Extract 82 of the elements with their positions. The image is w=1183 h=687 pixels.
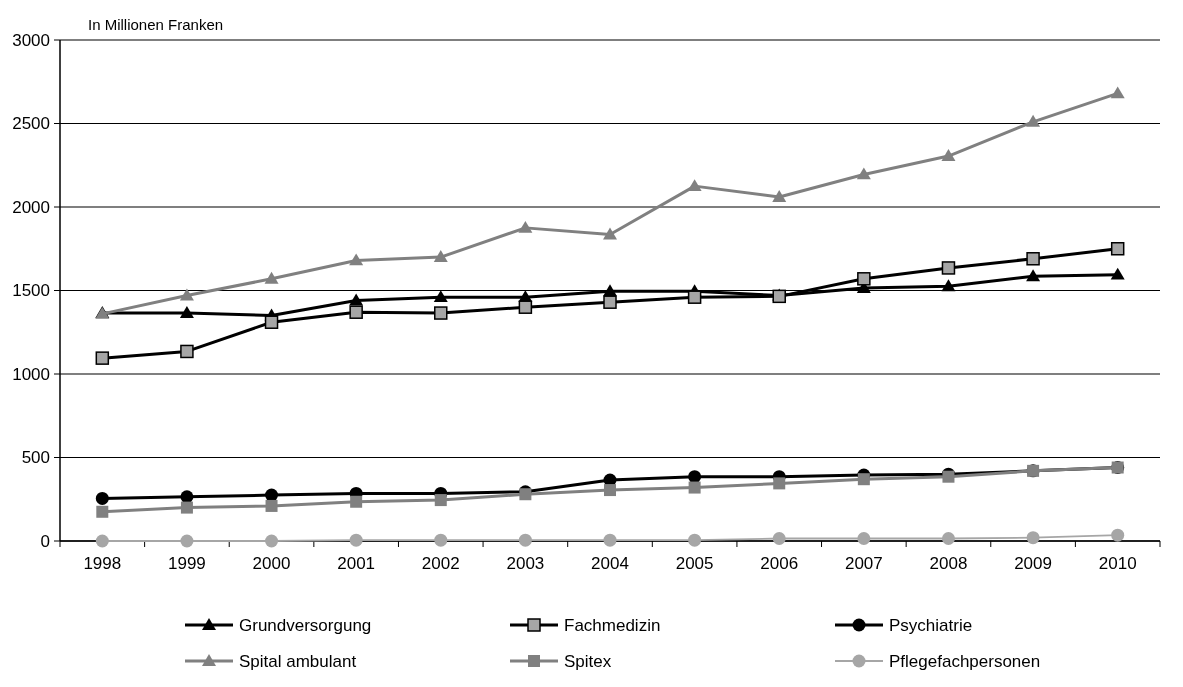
legend-label: Spitex [564, 651, 612, 671]
x-tick-label: 2009 [1014, 554, 1052, 573]
point [180, 490, 194, 504]
point [179, 306, 194, 318]
point [1111, 528, 1125, 542]
y-tick-label: 2000 [12, 197, 50, 217]
point [180, 344, 194, 359]
point [1110, 267, 1125, 280]
point [434, 306, 448, 320]
point [687, 179, 702, 192]
point [434, 494, 447, 507]
x-tick-label: 2001 [337, 554, 376, 573]
point [96, 505, 109, 518]
y-tick-label: 0 [40, 531, 50, 551]
point [688, 533, 702, 547]
point [349, 253, 364, 266]
point [603, 295, 617, 309]
point [603, 533, 617, 547]
x-tick-label: 2004 [591, 554, 629, 573]
y-tick-label: 500 [21, 448, 50, 468]
x-tick-label: 2000 [252, 554, 291, 573]
point [264, 271, 279, 284]
point [1110, 242, 1125, 256]
y-tick-label: 1000 [12, 364, 50, 384]
point [433, 250, 448, 262]
point [772, 532, 786, 545]
x-tick-label: 2010 [1098, 554, 1137, 573]
x-tick-label: 2005 [675, 554, 714, 573]
x-tick-label: 2007 [844, 554, 883, 573]
x-tick-label: 2002 [421, 554, 460, 573]
legend-label: Grundversorgung [239, 615, 372, 635]
point [604, 484, 616, 497]
point [688, 470, 702, 484]
legend-label: Spital ambulant [239, 651, 357, 671]
y-tick-label: 1500 [12, 281, 50, 301]
point [95, 351, 110, 365]
point [1026, 531, 1040, 545]
point [95, 534, 109, 548]
point [518, 300, 533, 314]
x-tick-label: 2003 [506, 554, 545, 573]
point [941, 532, 955, 545]
point [179, 288, 194, 301]
legend-label: Psychiatrie [889, 615, 973, 635]
point [349, 305, 363, 319]
point [180, 534, 194, 548]
point [941, 261, 956, 275]
x-tick-label: 2008 [929, 554, 968, 573]
point [433, 290, 448, 303]
point [773, 477, 786, 490]
legend-label: Fachmedizin [564, 615, 661, 635]
point [857, 473, 870, 486]
point [180, 501, 193, 514]
y-tick-label: 2500 [12, 114, 50, 134]
legend-label: Pflegefachpersonen [889, 651, 1041, 671]
point [265, 534, 279, 548]
point [687, 290, 702, 304]
x-tick-label: 1999 [168, 554, 206, 573]
x-tick-label: 2006 [760, 554, 799, 573]
point [772, 189, 787, 202]
point [518, 220, 533, 233]
point [941, 149, 956, 161]
point [1110, 86, 1125, 99]
point [434, 533, 448, 547]
point [857, 272, 871, 286]
x-tick-label: 1998 [83, 554, 122, 573]
point [856, 167, 871, 180]
point [518, 533, 532, 547]
point [857, 532, 871, 545]
point [95, 491, 109, 505]
point [350, 495, 363, 508]
point [1026, 269, 1041, 282]
point [1026, 114, 1041, 127]
point [349, 293, 364, 306]
point [1026, 252, 1040, 266]
point [688, 481, 701, 494]
point [941, 279, 956, 292]
y-tick-label: 3000 [12, 30, 50, 50]
point [264, 315, 279, 329]
point [349, 533, 363, 547]
y-axis-title: In Millionen Franken [88, 16, 224, 33]
point [603, 227, 617, 240]
point [265, 499, 278, 512]
